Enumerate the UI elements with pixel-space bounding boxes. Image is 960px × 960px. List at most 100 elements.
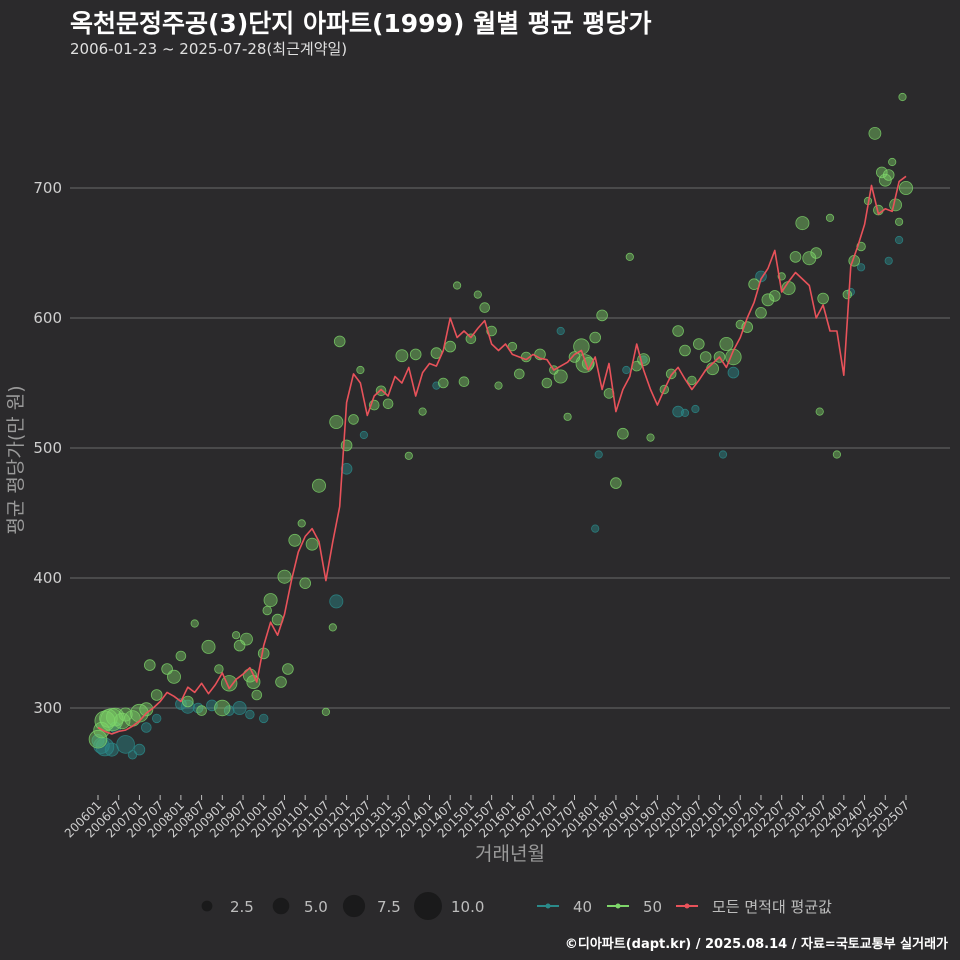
bubble-50: [201, 639, 216, 654]
mean-line-path: [97, 175, 907, 735]
bubble-50: [375, 385, 387, 397]
bubble-40: [591, 524, 600, 533]
bubble-50: [894, 217, 904, 226]
bubble-40: [95, 737, 115, 757]
bubble-50: [768, 290, 781, 302]
bubble-40: [151, 713, 162, 724]
bubble-50: [610, 477, 622, 489]
bubble-50: [815, 407, 824, 416]
bubble-50: [553, 369, 568, 384]
legend-dot-swatch: [615, 903, 621, 909]
bubble-50: [842, 289, 853, 300]
bubble-50: [190, 619, 199, 628]
bubble-50: [88, 729, 108, 749]
bubble-40: [141, 722, 152, 733]
gridlines: [70, 187, 950, 709]
bubble-40: [622, 365, 631, 375]
bubble-50: [348, 414, 359, 425]
bubble-50: [328, 623, 337, 632]
bubble-40: [259, 713, 269, 724]
legend-item-label: 40: [573, 898, 592, 916]
bubble-50: [479, 302, 491, 313]
bubble-50: [395, 349, 409, 363]
y-tick-label: 400: [33, 569, 62, 587]
legend-item-label: 모든 면적대 평균값: [712, 898, 832, 916]
x-axis-ticks: 2006012006072007012007072008012008072009…: [62, 795, 912, 841]
footer-credit: ©디아파트(dapt.kr) / 2025.08.14 / 자료=국토교통부 실…: [564, 937, 948, 952]
bubble-40: [727, 366, 740, 379]
bubble-50: [888, 157, 897, 167]
bubble-50: [99, 709, 118, 728]
bubble-50: [699, 351, 712, 363]
bubble-50: [182, 695, 194, 708]
bubble-50: [437, 377, 449, 389]
bubble-50: [692, 338, 705, 350]
bubble-50: [139, 702, 154, 717]
bubble-50: [262, 605, 272, 616]
legend-dot-swatch: [684, 903, 690, 909]
x-axis-title: 거래년월: [475, 843, 545, 865]
bubble-50: [382, 398, 394, 410]
bubble-40: [329, 594, 344, 609]
series-50-bubbles: [88, 92, 914, 749]
bubble-50: [444, 340, 457, 353]
bubble-50: [789, 251, 802, 263]
legend-size-swatch: [272, 897, 290, 915]
bubble-50: [832, 450, 842, 459]
bubble-50: [719, 336, 734, 351]
bubble-40: [680, 408, 690, 417]
bubble-50: [589, 331, 601, 344]
bubble-50: [232, 631, 241, 640]
bubble-50: [882, 169, 895, 181]
bubble-40: [672, 405, 684, 418]
bubble-40: [594, 450, 603, 459]
y-axis-title: 평균 평당가(만 원): [5, 385, 27, 534]
bubble-50: [687, 375, 697, 386]
legend-dot-swatch: [545, 903, 551, 909]
bubble-40: [894, 235, 904, 245]
bubble-50: [305, 537, 319, 551]
bubble-50: [288, 533, 302, 547]
bubble-50: [240, 632, 253, 646]
y-tick-label: 700: [33, 179, 62, 197]
legend-size-label: 2.5: [230, 898, 254, 916]
bubble-50: [795, 216, 810, 231]
bubble-50: [297, 519, 306, 528]
bubble-50: [672, 325, 684, 337]
bubble-40: [691, 404, 700, 414]
bubble-50: [404, 451, 413, 460]
bubble-50: [899, 180, 914, 195]
bubble-50: [299, 577, 312, 589]
bubble-40: [116, 735, 135, 754]
y-tick-label: 500: [33, 439, 62, 457]
bubble-50: [196, 705, 207, 716]
y-tick-label: 600: [33, 309, 62, 327]
bubble-50: [263, 593, 278, 608]
bubble-50: [755, 306, 767, 319]
bubble-40: [245, 709, 255, 720]
bubble-50: [452, 281, 462, 290]
bubble-50: [333, 335, 346, 348]
bubble-50: [144, 659, 156, 671]
bubble-50: [166, 669, 181, 684]
bubble-50: [356, 365, 365, 375]
bubble-50: [646, 433, 655, 442]
bubble-40: [718, 450, 728, 459]
bubble-40: [223, 705, 235, 716]
bubble-50: [282, 663, 294, 675]
chart-subtitle: 2006-01-23 ~ 2025-07-28(최근계약일): [70, 40, 348, 58]
bubble-50: [617, 427, 629, 440]
bubble-50: [277, 569, 292, 584]
bubble-40: [884, 256, 893, 265]
legend-size-label: 10.0: [451, 898, 484, 916]
bubble-50: [541, 377, 553, 389]
y-axis-ticks: 300 400 500 600 700: [33, 179, 62, 717]
bubble-50: [513, 368, 525, 380]
bubble-50: [868, 126, 882, 140]
bubble-50: [251, 689, 263, 701]
legend-size-swatch: [201, 900, 213, 912]
bubble-50: [465, 333, 477, 345]
bubble-40: [556, 326, 565, 336]
bubble-50: [494, 381, 503, 390]
bubble-50: [889, 198, 902, 212]
